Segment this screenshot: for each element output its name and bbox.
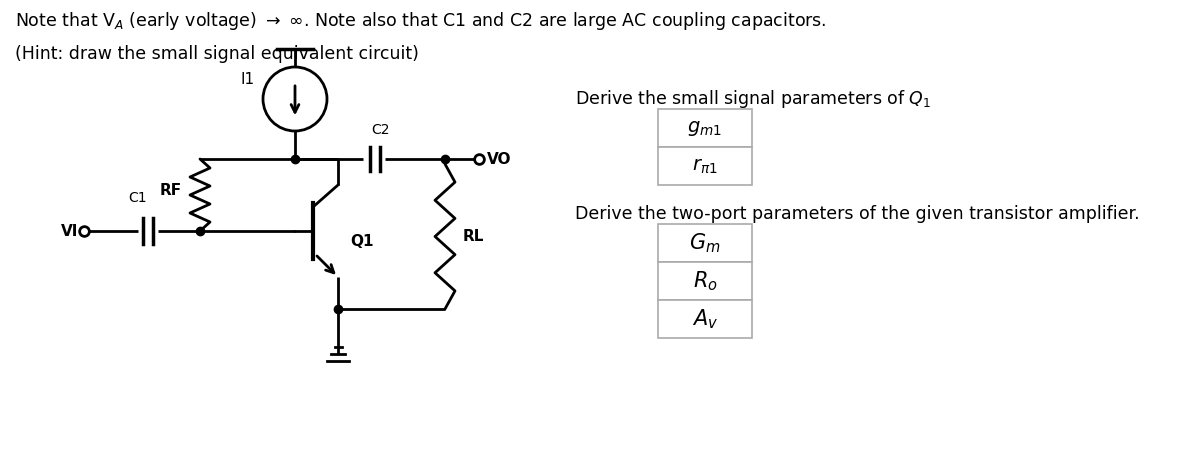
Text: RL: RL: [463, 229, 485, 244]
Text: Derive the two-port parameters of the given transistor amplifier.: Derive the two-port parameters of the gi…: [575, 205, 1140, 223]
Text: $A_v$: $A_v$: [692, 307, 718, 331]
Text: $g_{m1}$: $g_{m1}$: [688, 119, 722, 137]
Text: (Hint: draw the small signal equivalent circuit): (Hint: draw the small signal equivalent …: [14, 45, 419, 63]
Text: C1: C1: [128, 191, 148, 205]
Text: C2: C2: [371, 123, 389, 137]
Text: Q1: Q1: [350, 234, 373, 249]
Text: Note that V$_A$ (early voltage) $\rightarrow$ $\infty$. Note also that C1 and C2: Note that V$_A$ (early voltage) $\righta…: [14, 10, 827, 32]
FancyBboxPatch shape: [658, 262, 752, 300]
Text: I1: I1: [241, 72, 256, 87]
FancyBboxPatch shape: [658, 147, 752, 185]
Text: RF: RF: [160, 182, 182, 197]
Text: VO: VO: [487, 151, 511, 166]
Text: Derive the small signal parameters of $Q_1$: Derive the small signal parameters of $Q…: [575, 88, 931, 110]
FancyBboxPatch shape: [658, 109, 752, 147]
Text: $R_o$: $R_o$: [692, 269, 718, 293]
FancyBboxPatch shape: [658, 224, 752, 262]
Text: $r_{\pi 1}$: $r_{\pi 1}$: [692, 157, 718, 175]
FancyBboxPatch shape: [658, 300, 752, 338]
Text: $G_m$: $G_m$: [689, 231, 721, 255]
Text: VI: VI: [61, 224, 78, 239]
